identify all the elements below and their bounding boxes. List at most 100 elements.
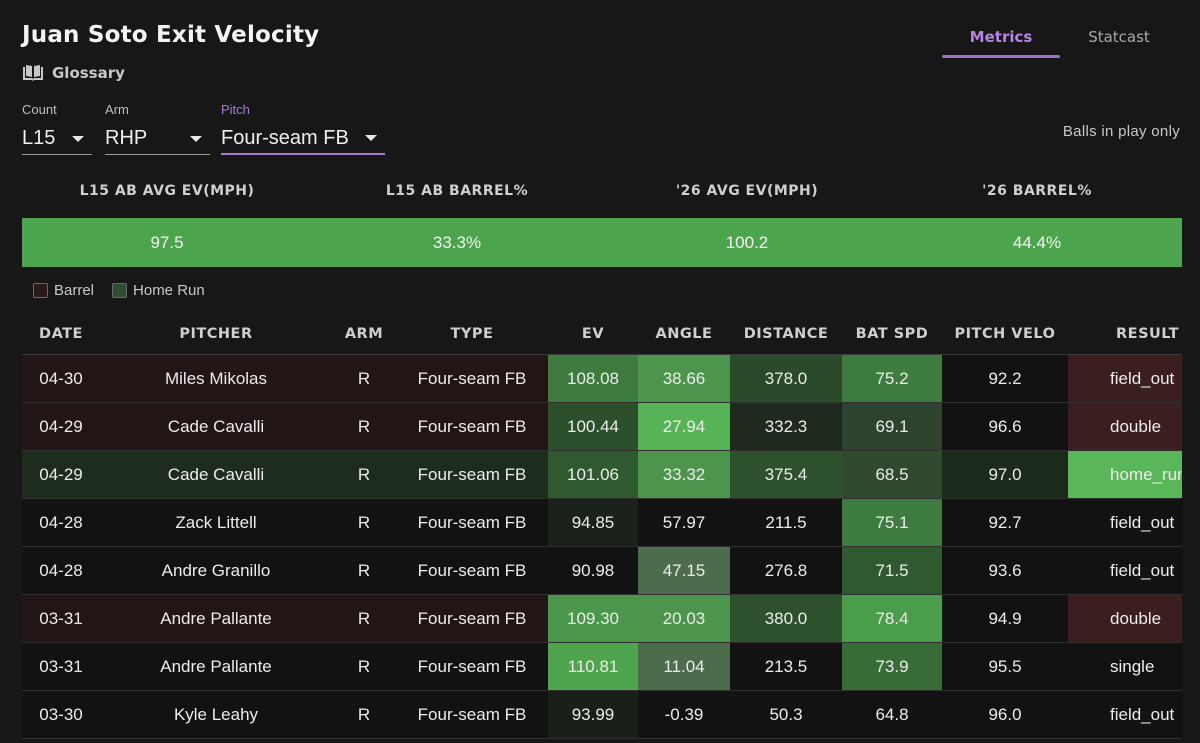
row-date: 04-29 — [39, 464, 83, 484]
legend: Barrel Home Run — [33, 282, 205, 299]
row-result: field_out — [1068, 547, 1182, 594]
summary-headers: L15 AB AVG EV(MPH) L15 AB BARREL% '26 AV… — [22, 183, 1182, 199]
row-arm: R — [357, 416, 371, 436]
row-pitch-velo: 92.7 — [942, 499, 1068, 546]
arm-select[interactable]: RHP — [105, 123, 210, 155]
row-angle: 57.97 — [638, 499, 730, 546]
row-pitch-velo: 96.6 — [942, 403, 1068, 450]
row-result: double — [1068, 403, 1182, 450]
table-row[interactable]: 04-30 Miles Mikolas R Four-seam FB 108.08 38.… — [22, 355, 1182, 403]
column-header-distance[interactable]: DISTANCE — [743, 325, 829, 342]
column-header-arm[interactable]: ARM — [344, 325, 384, 342]
row-result: double — [1068, 595, 1182, 642]
count-select-value: L15 — [22, 127, 56, 149]
row-bat-speed: 64.8 — [842, 691, 942, 738]
column-header-date[interactable]: DATE — [39, 325, 83, 342]
pitch-filter-label: Pitch — [221, 102, 250, 117]
row-date: 04-30 — [39, 368, 83, 388]
column-header-bat-speed[interactable]: BAT SPD — [855, 325, 929, 342]
row-ev: 108.08 — [548, 355, 638, 402]
row-angle: 38.66 — [638, 355, 730, 402]
tab-statcast[interactable]: Statcast — [1088, 28, 1150, 46]
column-header-type[interactable]: TYPE — [450, 325, 494, 342]
row-ev: 109.30 — [548, 595, 638, 642]
table-row[interactable]: 04-28 Andre Granillo R Four-seam FB 90.98 47.… — [22, 547, 1182, 595]
row-angle: 20.03 — [638, 595, 730, 642]
row-distance: 213.5 — [730, 643, 842, 690]
table-row[interactable]: 03-30 Kyle Leahy R Four-seam FB 93.99 -0.39 50… — [22, 691, 1182, 739]
row-distance: 332.3 — [730, 403, 842, 450]
legend-barrel[interactable]: Barrel — [33, 282, 94, 299]
row-date: 03-31 — [39, 608, 83, 628]
summary-bar: 97.5 33.3% 100.2 44.4% — [22, 218, 1182, 267]
row-pitcher: Zack Littell — [175, 512, 257, 532]
column-header-pitch-velo[interactable]: PITCH VELO — [954, 325, 1056, 342]
row-pitch-velo: 92.2 — [942, 355, 1068, 402]
row-arm: R — [357, 608, 371, 628]
row-result: home_run — [1068, 451, 1182, 498]
arm-select-value: RHP — [105, 127, 148, 149]
table-row[interactable]: 03-31 Andre Pallante R Four-seam FB 110.81 11… — [22, 643, 1182, 691]
row-bat-speed: 69.1 — [842, 403, 942, 450]
at-bats-table: DATE PITCHER ARM TYPE EV ANGLE DISTANCE … — [22, 313, 1182, 739]
row-pitch-velo: 94.9 — [942, 595, 1068, 642]
tab-metrics[interactable]: Metrics — [942, 22, 1060, 58]
pitch-select[interactable]: Four-seam FB — [221, 123, 385, 155]
row-ev: 90.98 — [548, 547, 638, 594]
row-pitcher: Kyle Leahy — [173, 704, 259, 724]
glossary-label: Glossary — [52, 64, 125, 82]
chevron-down-icon — [72, 135, 84, 142]
summary-header: L15 AB BARREL% — [385, 183, 529, 199]
glossary-link[interactable]: Glossary — [22, 64, 125, 82]
row-type: Four-seam FB — [417, 368, 527, 388]
row-ev: 94.85 — [548, 499, 638, 546]
summary-header: '26 BARREL% — [982, 183, 1092, 199]
table-header: DATE PITCHER ARM TYPE EV ANGLE DISTANCE … — [22, 313, 1182, 355]
row-angle: -0.39 — [638, 691, 730, 738]
row-pitcher: Andre Pallante — [160, 656, 272, 676]
column-header-result[interactable]: RESULT — [1116, 325, 1180, 342]
count-filter: Count L15 — [22, 102, 92, 155]
row-arm: R — [357, 560, 371, 580]
row-pitcher: Cade Cavalli — [167, 464, 265, 484]
table-row[interactable]: 04-29 Cade Cavalli R Four-seam FB 101.06 33.3… — [22, 451, 1182, 499]
row-distance: 276.8 — [730, 547, 842, 594]
row-distance: 211.5 — [730, 499, 842, 546]
summary-header: L15 AB AVG EV(MPH) — [79, 183, 255, 199]
column-header-ev[interactable]: EV — [581, 325, 605, 342]
summary-value: 44.4% — [1012, 232, 1062, 252]
row-pitch-velo: 93.6 — [942, 547, 1068, 594]
count-filter-label: Count — [22, 102, 57, 117]
row-type: Four-seam FB — [417, 464, 527, 484]
barrel-swatch — [33, 283, 48, 298]
page-title: Juan Soto Exit Velocity — [22, 22, 320, 48]
table-row[interactable]: 03-31 Andre Pallante R Four-seam FB 109.30 20… — [22, 595, 1182, 643]
row-arm: R — [357, 512, 371, 532]
row-date: 04-28 — [39, 512, 83, 532]
summary-value: 33.3% — [432, 232, 482, 252]
row-result: field_out — [1068, 691, 1182, 738]
row-date: 03-31 — [39, 656, 83, 676]
legend-home-run[interactable]: Home Run — [112, 282, 205, 299]
table-row[interactable]: 04-28 Zack Littell R Four-seam FB 94.85 57.97… — [22, 499, 1182, 547]
table-row[interactable]: 04-29 Cade Cavalli R Four-seam FB 100.44 27.9… — [22, 403, 1182, 451]
book-icon — [22, 64, 44, 82]
row-arm: R — [357, 464, 371, 484]
column-header-pitcher[interactable]: PITCHER — [179, 325, 253, 342]
row-pitch-velo: 96.0 — [942, 691, 1068, 738]
chevron-down-icon — [190, 135, 202, 142]
count-select[interactable]: L15 — [22, 123, 92, 155]
row-distance: 375.4 — [730, 451, 842, 498]
row-result: field_out — [1068, 499, 1182, 546]
home-run-swatch — [112, 283, 128, 298]
row-distance: 50.3 — [730, 691, 842, 738]
arm-filter-label: Arm — [105, 102, 129, 117]
summary-value: 97.5 — [150, 232, 184, 252]
column-header-angle[interactable]: ANGLE — [655, 325, 713, 342]
row-pitch-velo: 97.0 — [942, 451, 1068, 498]
row-result: field_out — [1068, 355, 1182, 402]
row-type: Four-seam FB — [417, 656, 527, 676]
row-type: Four-seam FB — [417, 608, 527, 628]
row-date: 04-29 — [39, 416, 83, 436]
row-result: single — [1068, 643, 1182, 690]
